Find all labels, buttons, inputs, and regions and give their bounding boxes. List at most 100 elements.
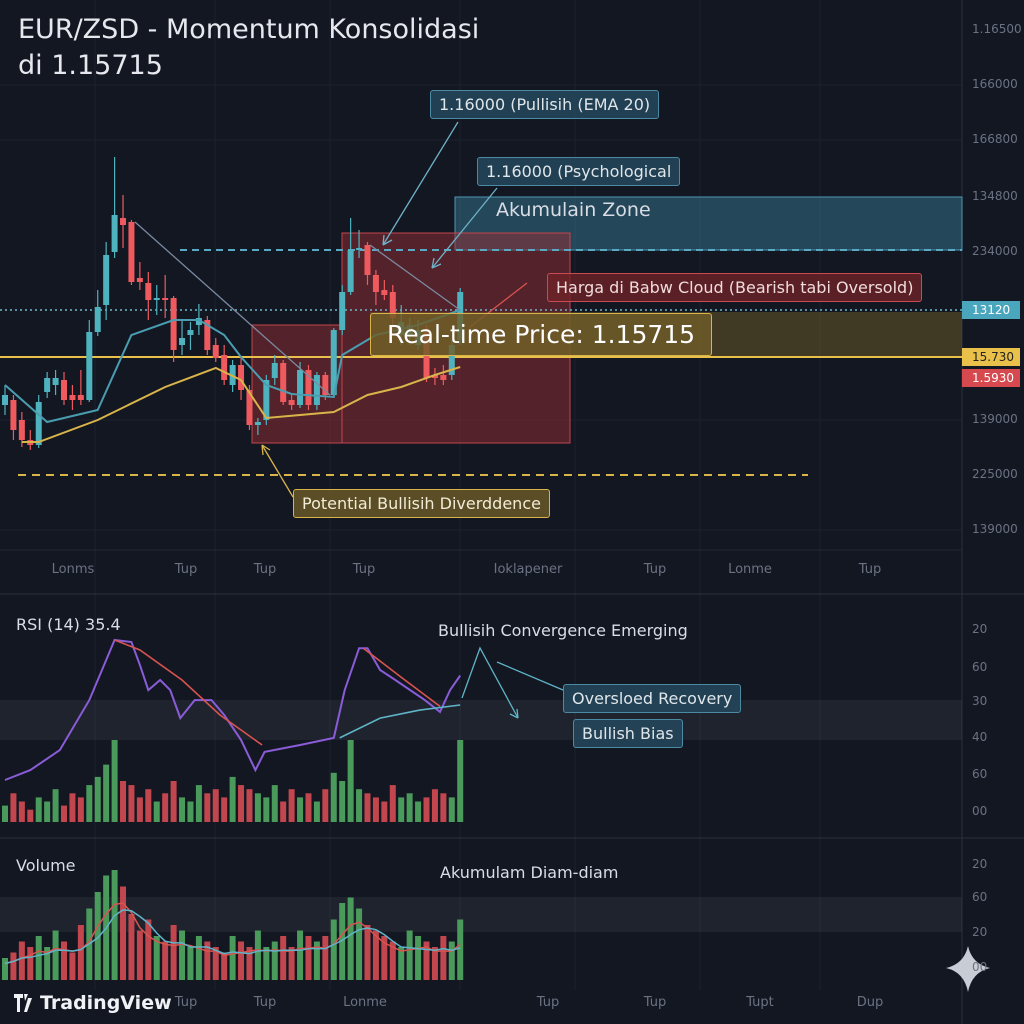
time-axis-label: Tup (174, 995, 198, 1010)
rsi-value: 35.4 (85, 615, 121, 634)
rsi-histogram-bar (238, 785, 245, 822)
candle-body (128, 222, 135, 282)
candle-body (10, 400, 17, 430)
rsi-histogram-bar (431, 789, 438, 822)
candle-body (52, 378, 59, 385)
rsi-axis-label: 00 (972, 804, 988, 818)
volume-bar (389, 941, 396, 980)
rsi-histogram-bar (288, 789, 295, 822)
price-badge-red: 1.5930 (962, 369, 1020, 387)
rsi-histogram-bar (229, 776, 236, 822)
rsi-histogram-bar (389, 785, 396, 822)
psychological-annotation[interactable]: 1.16000 (Psychological (477, 157, 681, 186)
rsi-histogram-bar (111, 740, 118, 822)
volume-bar (221, 952, 228, 980)
volume-bar (339, 903, 346, 980)
candle-body (212, 345, 219, 358)
volume-bar (246, 947, 253, 980)
recovery-annotation[interactable]: Oversloed Recovery (563, 684, 742, 713)
rsi-histogram-bar (271, 785, 278, 822)
price-axis-label: 234000 (972, 244, 1018, 258)
candle-body (170, 298, 177, 350)
volume-note: Akumulam Diam-diam (440, 863, 619, 882)
rsi-histogram-bar (246, 789, 253, 822)
ema-annotation[interactable]: 1.16000 (Pullisih (EMA 20) (430, 90, 660, 119)
rsi-histogram-bar (322, 789, 329, 822)
candle-body (271, 363, 278, 378)
volume-ma-teal (4, 909, 461, 965)
rsi-axis-label: 20 (972, 622, 988, 636)
time-axis-label: Tup (643, 562, 667, 577)
rsi-histogram-bar (27, 809, 34, 822)
volume-axis-label: 20 (972, 925, 988, 939)
candle-body (322, 375, 329, 395)
annotation-connectors (134, 121, 564, 719)
rsi-histogram-bar (10, 793, 17, 822)
volume-bar (263, 947, 270, 980)
rsi-histogram-bar (187, 801, 194, 822)
candle-body (305, 370, 312, 405)
tradingview-logo-icon (14, 994, 32, 1012)
candle-body (136, 278, 143, 282)
volume-bar (18, 941, 25, 980)
candle-body (280, 363, 287, 402)
cloud-annotation[interactable]: Harga di Babw Cloud (Bearish tabi Overso… (547, 273, 923, 302)
volume-bar (406, 930, 413, 980)
volume-bar (347, 897, 354, 980)
time-axis-label: Tup (858, 562, 882, 577)
candle-body (313, 375, 320, 405)
volume-bar (330, 919, 337, 980)
volume-bar (305, 936, 312, 980)
realtime-price-annotation[interactable]: Real-time Price: 1.15715 (370, 313, 713, 356)
rsi-histogram-bar (162, 793, 169, 822)
rsi-histogram-bar (305, 793, 312, 822)
candle-body (153, 298, 160, 300)
candle-body (44, 378, 51, 392)
price-axis-label: 166800 (972, 132, 1018, 146)
volume-bar (52, 930, 59, 980)
volume-bar (297, 930, 304, 980)
price-axis-label: 225000 (972, 467, 1018, 481)
candle-body (440, 375, 447, 380)
volume-bar (423, 941, 430, 980)
volume-bar (162, 941, 169, 980)
price-axis-label: 1.16500 (972, 22, 1022, 36)
candle-body (288, 400, 295, 405)
divergence-annotation[interactable]: Potential Bullisih Diverddence (293, 489, 550, 518)
rsi-legend: RSI (14) 35.4 (16, 615, 121, 634)
candle-body (246, 390, 253, 425)
time-axis-label: Tup (536, 995, 560, 1010)
rsi-histogram-bar (94, 776, 101, 822)
rsi-histogram-bar (297, 797, 304, 822)
rsi-histogram-bar (313, 801, 320, 822)
volume-bar (448, 941, 455, 980)
volume-bar (238, 941, 245, 980)
candle-body (103, 255, 110, 305)
time-axis-label: Lonms (51, 562, 95, 577)
volume-bar (44, 947, 51, 980)
volume-bar (77, 925, 84, 980)
rsi-histogram-bar (2, 805, 8, 822)
tradingview-logo[interactable]: TradingView (14, 992, 172, 1014)
time-axis-label: Tup (253, 995, 277, 1010)
candle-body (364, 245, 371, 275)
bias-annotation[interactable]: Bullish Bias (573, 719, 683, 748)
time-axis-label: Tupt (746, 995, 774, 1010)
rsi-histogram-bar (153, 801, 160, 822)
rsi-axis-label: 40 (972, 730, 988, 744)
candle-body (145, 283, 152, 300)
candle-body (35, 402, 42, 445)
price-axis-label: 134800 (972, 189, 1018, 203)
page-title: EUR/ZSD - Momentum Konsolidasi di 1.1571… (18, 12, 479, 84)
zone-label: Akumulain Zone (496, 199, 651, 221)
candle-body (330, 330, 337, 395)
volume-bar (398, 947, 405, 980)
rsi-histogram-bar (179, 797, 186, 822)
volume-legend: Volume (16, 856, 76, 875)
ema-teal-line (4, 309, 461, 424)
price-badge-yellow: 15.730 (962, 348, 1020, 366)
rsi-histogram-bar (212, 789, 219, 822)
rsi-histogram-bar (339, 781, 346, 822)
rsi-histogram-bar (381, 801, 388, 822)
rsi-histogram-bar (103, 764, 110, 822)
